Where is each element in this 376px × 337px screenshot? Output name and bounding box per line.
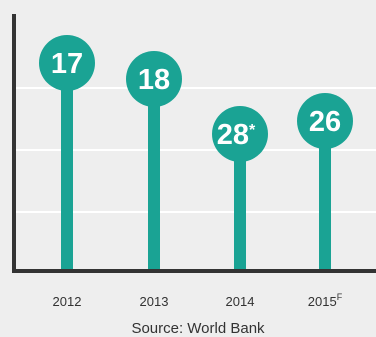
lollipop-head [297, 93, 353, 149]
x-tick-labels: 2012 2013 2014 2015F [53, 292, 343, 309]
lollipop-stick [319, 121, 331, 271]
lollipop-head [126, 51, 182, 107]
lollipop-sticks [61, 63, 331, 271]
data-label: 26 [309, 106, 341, 138]
lollipop-head [39, 35, 95, 91]
source-note: Source: World Bank [131, 320, 265, 337]
x-tick-label: 2012 [53, 294, 82, 309]
data-label-footnote: * [249, 122, 256, 139]
x-tick-superscript: F [337, 292, 343, 302]
lollipop-head [212, 106, 268, 162]
lollipop-stick [61, 63, 73, 271]
x-tick-label: 2013 [140, 294, 169, 309]
lollipop-stick [148, 79, 160, 271]
x-tick-label: 2014 [226, 294, 255, 309]
data-label: 18 [138, 64, 170, 96]
x-tick-label: 2015F [308, 292, 343, 309]
data-label: 17 [51, 48, 83, 80]
lollipop-stick [234, 134, 246, 271]
